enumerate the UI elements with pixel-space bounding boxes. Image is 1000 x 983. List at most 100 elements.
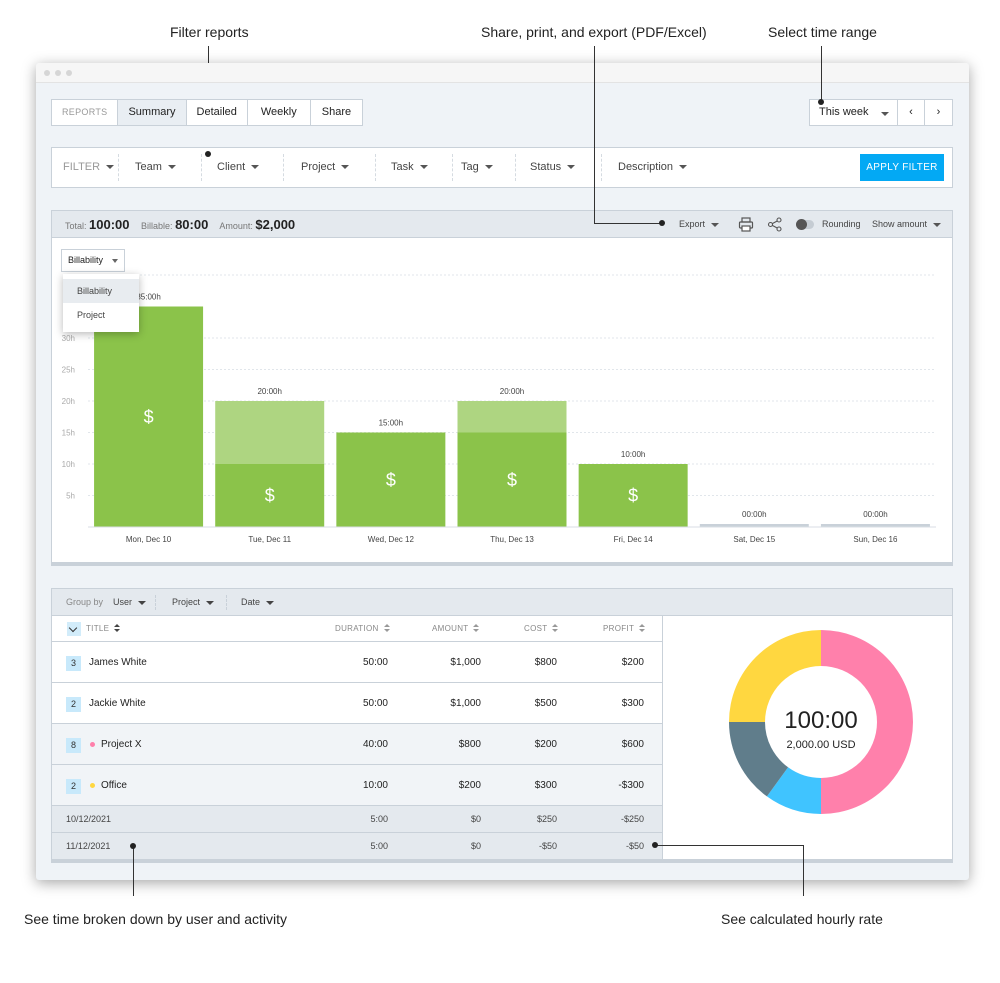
- divider: [52, 859, 952, 862]
- donut-center-value: 100:00: [784, 707, 857, 734]
- bar-nonbillable[interactable]: [215, 401, 325, 464]
- tab-summary[interactable]: Summary: [118, 100, 187, 125]
- leader-line: [133, 846, 134, 896]
- leader-line: [655, 845, 804, 846]
- time-range-select[interactable]: This week: [810, 100, 898, 125]
- dollar-icon: $: [386, 470, 396, 490]
- table-row[interactable]: 2 Office 10:00 $200 $300 -$300: [52, 765, 662, 806]
- window-dot[interactable]: [44, 70, 50, 76]
- row-amount: $800: [458, 739, 481, 750]
- col-profit[interactable]: PROFIT: [603, 616, 646, 642]
- row-profit: $600: [621, 739, 644, 750]
- rounding-toggle[interactable]: [796, 219, 814, 230]
- row-duration: 50:00: [362, 698, 388, 709]
- table-row[interactable]: 2 Jackie White 50:00 $1,000 $500 $300: [52, 683, 662, 724]
- annotation-dot: [205, 151, 211, 157]
- tab-detailed[interactable]: Detailed: [187, 100, 248, 125]
- filter-team[interactable]: Team: [135, 148, 176, 187]
- bar-billable[interactable]: [578, 464, 688, 527]
- row-title: Project X: [101, 739, 142, 750]
- y-tick-label: 20h: [62, 397, 75, 406]
- x-tick-label: Thu, Dec 13: [490, 535, 534, 544]
- donut-slice[interactable]: [729, 630, 821, 722]
- filter-project[interactable]: Project: [301, 148, 350, 187]
- sort-icon: [114, 624, 121, 633]
- time-range-value: This week: [819, 106, 869, 118]
- window-dot[interactable]: [66, 70, 72, 76]
- breakdown-select[interactable]: Billability: [61, 249, 125, 272]
- title-bar: [36, 63, 969, 83]
- table-row[interactable]: 10/12/2021 5:00 $0 $250 -$250: [52, 806, 662, 833]
- filter-client[interactable]: Client: [217, 148, 260, 187]
- divider: [452, 154, 453, 181]
- filter-task[interactable]: Task: [391, 148, 428, 187]
- chevron-down-icon: [567, 165, 576, 170]
- show-amount-select[interactable]: Show amount: [872, 211, 942, 238]
- share-icon[interactable]: [767, 217, 783, 234]
- donut-slice[interactable]: [766, 767, 821, 814]
- group-by-user[interactable]: User: [113, 589, 147, 616]
- col-amount[interactable]: AMOUNT: [432, 616, 480, 642]
- export-button[interactable]: Export: [679, 211, 720, 238]
- chevron-down-icon: [484, 165, 493, 170]
- filter-tag[interactable]: Tag: [461, 148, 493, 187]
- bar-billable[interactable]: [336, 432, 446, 528]
- project-color-dot: [90, 783, 95, 788]
- table-header: TITLE DURATION AMOUNT COST PROFIT: [52, 616, 662, 642]
- tab-share[interactable]: Share: [321, 106, 352, 118]
- bar-nonbillable[interactable]: [457, 401, 567, 433]
- count-badge: 8: [66, 738, 81, 753]
- count-badge: 2: [66, 697, 81, 712]
- donut-slice[interactable]: [729, 722, 789, 797]
- group-by-date[interactable]: Date: [241, 589, 275, 616]
- table-row[interactable]: 11/12/2021 5:00 $0 -$50 -$50: [52, 833, 662, 860]
- chevron-down-icon: [206, 600, 215, 605]
- row-profit: -$50: [625, 841, 644, 851]
- filter-description[interactable]: Description: [618, 148, 688, 187]
- filter-status[interactable]: Status: [530, 148, 576, 187]
- bar-data-label: 10:00h: [621, 450, 645, 459]
- bar-empty[interactable]: [820, 524, 930, 527]
- group-by-project[interactable]: Project: [172, 589, 215, 616]
- table-row[interactable]: 8 Project X 40:00 $800 $200 $600: [52, 724, 662, 765]
- report-tabs: REPORTS Summary Detailed Weekly Share: [51, 99, 364, 126]
- donut-chart: 100:00 2,000.00 USD: [729, 630, 913, 814]
- window-dot[interactable]: [55, 70, 61, 76]
- divider: [226, 595, 227, 610]
- bar-empty[interactable]: [699, 524, 809, 527]
- apply-filter-button[interactable]: APPLY FILTER: [860, 154, 944, 181]
- next-range-button[interactable]: ›: [936, 106, 941, 118]
- row-duration: 5:00: [370, 814, 388, 824]
- chevron-down-icon: [266, 600, 275, 605]
- y-tick-label: 15h: [62, 429, 75, 438]
- col-title[interactable]: TITLE: [86, 616, 121, 642]
- breakdown-dropdown: Billability Project: [63, 274, 139, 332]
- col-duration[interactable]: DURATION: [335, 616, 390, 642]
- filter-label: FILTER: [63, 148, 115, 187]
- row-profit: -$250: [620, 814, 644, 824]
- count-badge: 3: [66, 656, 81, 671]
- y-tick-label: 25h: [62, 366, 75, 375]
- dropdown-option-billability[interactable]: Billability: [63, 279, 139, 303]
- donut-slice[interactable]: [821, 630, 913, 814]
- row-cost: $250: [536, 814, 557, 824]
- print-icon[interactable]: [738, 217, 754, 234]
- x-tick-label: Sun, Dec 16: [853, 535, 898, 544]
- bar-billable[interactable]: [457, 432, 567, 528]
- expand-all-button[interactable]: [67, 622, 81, 636]
- col-cost[interactable]: COST: [524, 616, 559, 642]
- tab-weekly[interactable]: Weekly: [248, 100, 311, 125]
- dollar-icon: $: [628, 486, 638, 506]
- summary-header: Total: 100:00 Billable: 80:00 Amount: $2…: [52, 211, 952, 238]
- annotation-dot: [652, 842, 658, 848]
- bar-billable[interactable]: [94, 306, 204, 528]
- table-row[interactable]: 3 James White 50:00 $1,000 $800 $200: [52, 642, 662, 683]
- row-cost: $500: [534, 698, 557, 709]
- dropdown-option-project[interactable]: Project: [77, 310, 106, 320]
- chevron-down-icon: [138, 600, 147, 605]
- row-title: James White: [89, 657, 147, 668]
- divider: [201, 154, 202, 181]
- app-window: REPORTS Summary Detailed Weekly Share Th…: [36, 63, 969, 880]
- bar-billable[interactable]: [215, 464, 325, 527]
- prev-range-button[interactable]: ‹: [898, 100, 925, 125]
